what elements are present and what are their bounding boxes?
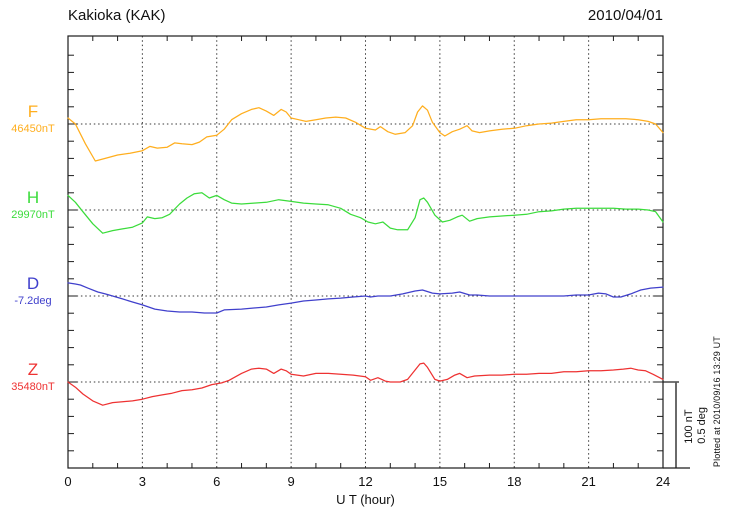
trace-Z: [67, 362, 664, 406]
x-tick-label-6: 6: [213, 474, 221, 489]
channel-label-F: F 46450nT: [2, 102, 64, 136]
trace-F: [67, 105, 664, 162]
x-tick-label-24: 24: [655, 474, 671, 489]
channel-label-H: H 29970nT: [2, 188, 64, 222]
x-tick-label-15: 15: [432, 474, 448, 489]
channel-label-D: D -7.2deg: [2, 274, 64, 308]
figure-title: Kakioka (KAK): [68, 7, 166, 24]
channel-letter-D: D: [26, 274, 40, 293]
figure-date: 2010/04/01: [587, 7, 663, 24]
x-tick-label-0: 0: [64, 474, 72, 489]
x-tick-label-3: 3: [138, 474, 146, 489]
scale-bar-label-lines: 100 nT 0.5 deg: [683, 407, 709, 444]
trace-H: [67, 192, 664, 234]
x-tick-label-21: 21: [581, 474, 596, 489]
x-tick-label-12: 12: [358, 474, 373, 489]
plot-frame: [67, 35, 664, 469]
channel-baseline-value-Z: 35480nT: [11, 381, 55, 393]
x-axis-title: U T (hour): [336, 492, 395, 507]
channel-baseline-value-F: 46450nT: [11, 123, 55, 135]
scale-bar-nt-label: 100 nT: [683, 409, 695, 444]
channel-baseline-value-H: 29970nT: [11, 209, 55, 221]
scale-bar-label: 100 nT 0.5 deg: [681, 382, 711, 468]
x-tick-label-9: 9: [287, 474, 295, 489]
channel-letter-H: H: [26, 188, 40, 207]
plotted-at-note: Plotted at 2010/09/16 13:29 UT: [712, 335, 722, 467]
scale-bar-deg-label: 0.5 deg: [696, 406, 708, 444]
x-tick-label-18: 18: [507, 474, 522, 489]
trace-D: [67, 282, 664, 314]
channel-letter-Z: Z: [27, 360, 39, 379]
channel-baseline-value-D: -7.2deg: [14, 295, 52, 307]
channel-label-Z: Z 35480nT: [2, 360, 64, 394]
channel-letter-F: F: [27, 102, 39, 121]
